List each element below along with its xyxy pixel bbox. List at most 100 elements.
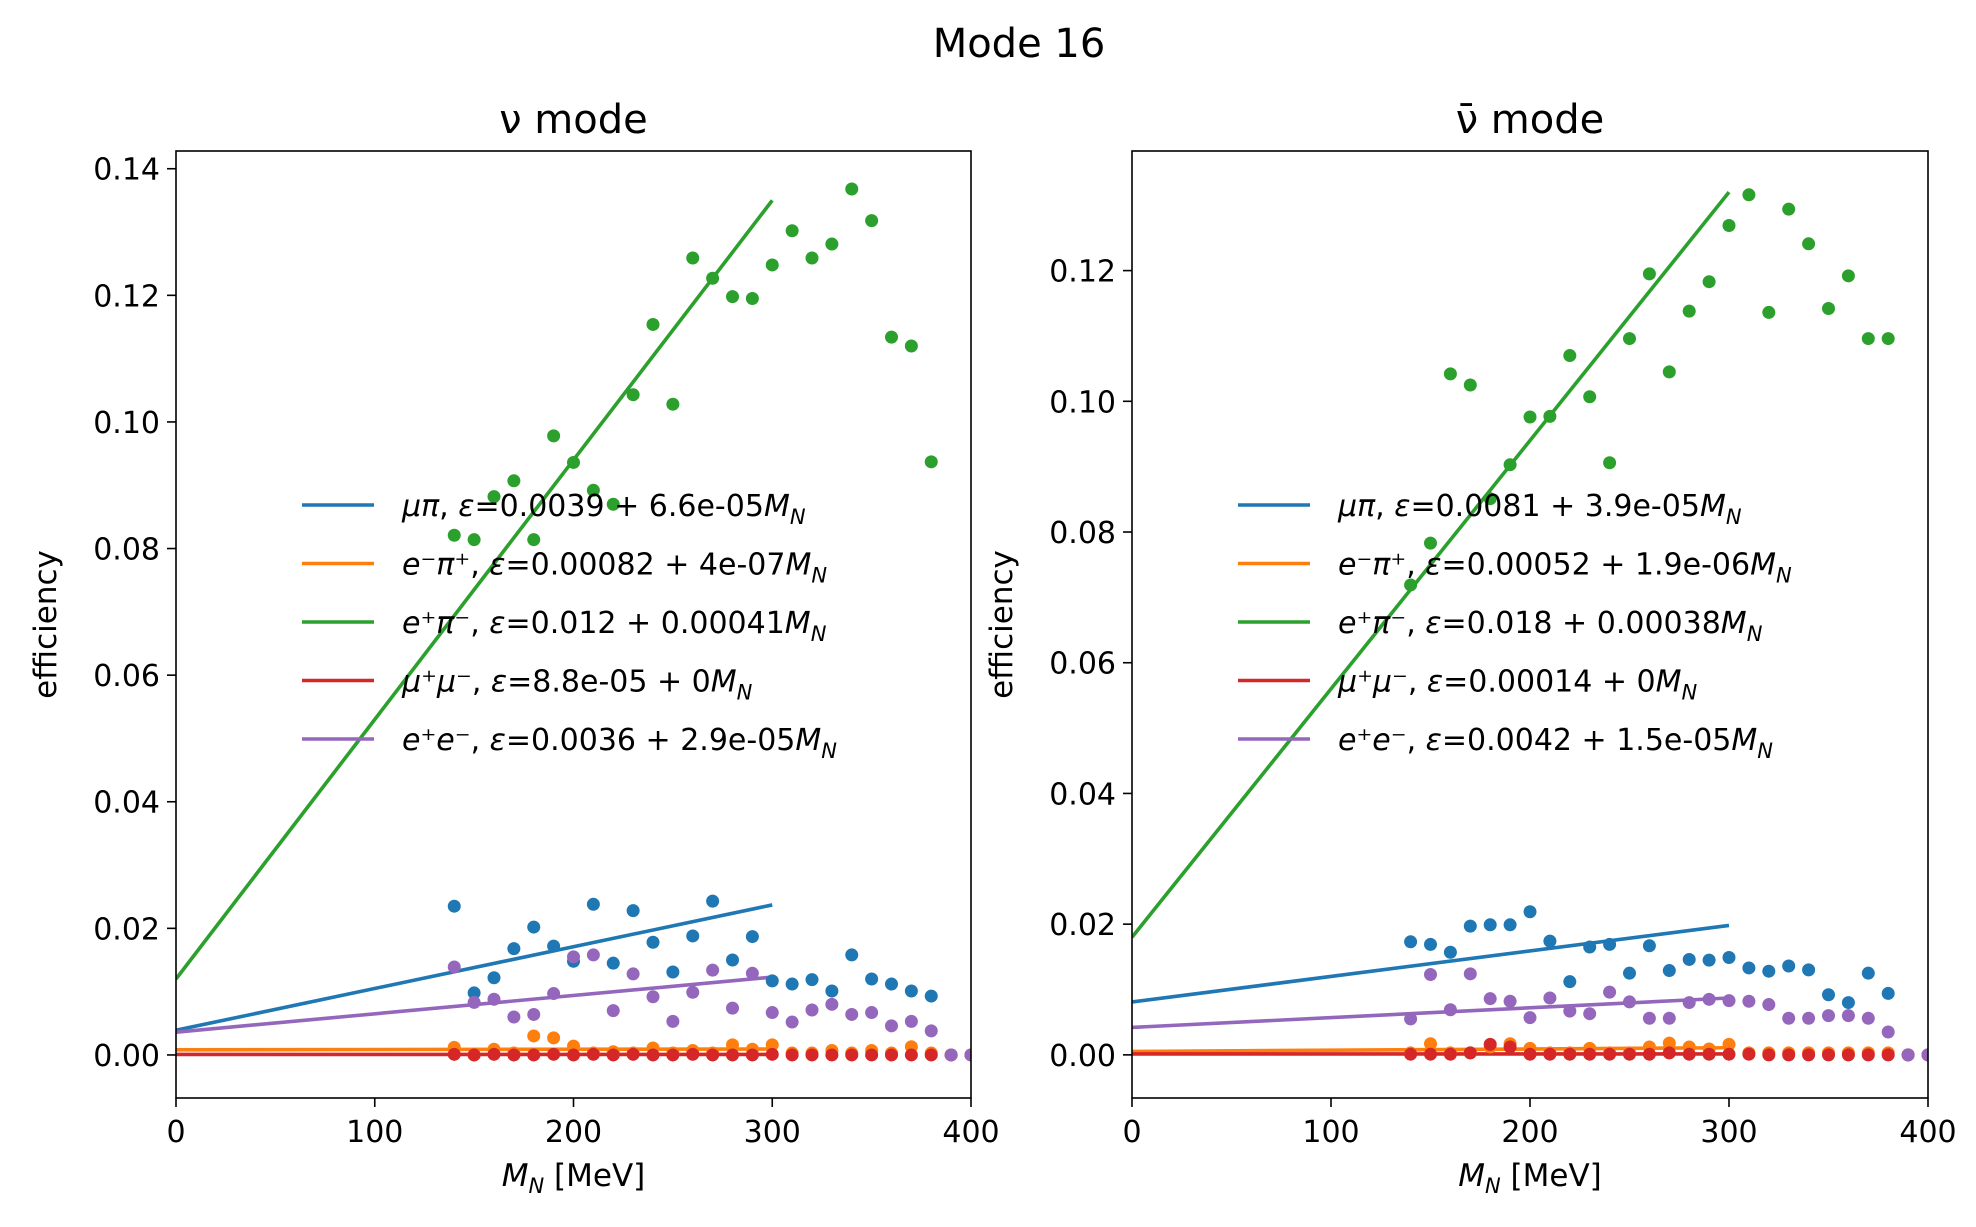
- axes-title: ν mode: [499, 97, 648, 143]
- data-point-eplus_piminus: [567, 455, 580, 469]
- data-point-eplus_piminus: [1463, 378, 1477, 392]
- y-tick-label: 0.14: [93, 153, 160, 188]
- data-point-eplus_piminus: [1543, 409, 1557, 423]
- data-point-mumu: [1563, 1047, 1577, 1061]
- data-point-ee: [904, 1014, 918, 1028]
- y-tick-label: 0.02: [93, 912, 160, 947]
- data-point-mupi: [1802, 963, 1816, 977]
- data-point-ee: [1722, 994, 1736, 1008]
- data-point-eplus_piminus: [646, 317, 660, 331]
- data-point-mupi: [1841, 996, 1855, 1010]
- data-point-eminus_piplus: [527, 1029, 541, 1043]
- data-point-mupi: [606, 956, 620, 970]
- data-point-eplus_piminus: [1563, 349, 1577, 363]
- data-point-eplus_piminus: [1662, 365, 1676, 379]
- data-point-mupi: [706, 894, 720, 908]
- data-point-mupi: [1782, 959, 1796, 973]
- data-point-mupi: [1642, 939, 1656, 953]
- data-point-eplus_piminus: [1762, 305, 1776, 319]
- data-point-eplus_piminus: [487, 490, 501, 504]
- y-axis-label: efficiency: [984, 550, 1020, 699]
- data-point-ee: [507, 1010, 521, 1024]
- legend-label-ee: e⁺e⁻, ε=0.0042 + 1.5e-05MN: [1338, 723, 1773, 763]
- data-point-eplus_piminus: [666, 397, 680, 411]
- data-point-mupi: [1483, 918, 1497, 932]
- data-point-ee: [1742, 994, 1756, 1008]
- data-point-eplus_piminus: [1523, 410, 1537, 424]
- data-point-ee: [1543, 991, 1557, 1005]
- data-point-mumu: [1881, 1048, 1895, 1062]
- y-tick-label: 0.08: [1049, 516, 1116, 551]
- data-point-ee: [606, 1004, 620, 1018]
- data-point-ee: [1463, 967, 1477, 981]
- data-point-mupi: [1443, 945, 1457, 959]
- data-point-mupi: [726, 953, 739, 967]
- data-point-ee: [626, 967, 640, 981]
- data-point-mumu: [1603, 1047, 1617, 1061]
- data-point-eplus_piminus: [924, 455, 938, 469]
- data-point-mumu: [686, 1047, 700, 1061]
- plot-area: [176, 182, 971, 1062]
- data-point-ee: [885, 1019, 898, 1033]
- data-point-mupi: [1523, 905, 1537, 919]
- data-point-eminus_piplus: [1424, 1037, 1437, 1051]
- data-point-eplus_piminus: [447, 528, 461, 542]
- data-point-mupi: [845, 948, 859, 962]
- data-point-ee: [1841, 1009, 1855, 1023]
- data-point-ee: [1503, 994, 1517, 1008]
- x-axis-label: MN [MeV]: [1458, 1158, 1602, 1198]
- plot-area: [1132, 188, 1928, 1062]
- fit-line-mupi: [176, 903, 773, 1033]
- data-point-mupi: [1463, 919, 1477, 933]
- data-point-ee: [706, 963, 720, 977]
- data-point-mupi: [885, 977, 898, 991]
- data-point-ee: [825, 997, 839, 1011]
- data-point-ee: [745, 966, 759, 980]
- data-point-ee: [1802, 1011, 1816, 1025]
- data-point-mupi: [447, 899, 461, 913]
- data-point-mumu: [1782, 1048, 1796, 1062]
- data-point-mumu: [1722, 1047, 1736, 1061]
- data-point-ee: [1901, 1048, 1915, 1062]
- data-point-mumu: [567, 1048, 580, 1062]
- data-point-mupi: [765, 974, 779, 988]
- x-tick-label: 300: [744, 1115, 801, 1150]
- data-point-ee: [1662, 1011, 1676, 1025]
- data-point-eplus_piminus: [1841, 269, 1855, 283]
- data-point-mumu: [825, 1048, 839, 1062]
- data-point-mupi: [1682, 952, 1696, 966]
- data-point-mupi: [487, 971, 501, 985]
- data-point-ee: [1424, 967, 1437, 981]
- data-point-eplus_piminus: [527, 533, 541, 547]
- data-point-eplus_piminus: [1802, 237, 1816, 251]
- data-point-ee: [785, 1015, 799, 1029]
- data-point-mupi: [646, 935, 660, 949]
- data-point-mumu: [1583, 1047, 1597, 1061]
- data-point-ee: [487, 992, 501, 1006]
- data-point-mumu: [606, 1048, 620, 1062]
- data-point-eplus_piminus: [1702, 275, 1716, 289]
- data-point-ee: [865, 1006, 879, 1020]
- data-point-mupi: [626, 904, 640, 918]
- data-point-mumu: [1483, 1037, 1497, 1051]
- data-point-ee: [646, 990, 660, 1004]
- legend-label-mumu: μ⁺μ⁻, ε=8.8e-05 + 0MN: [401, 665, 753, 705]
- data-point-ee: [1523, 1011, 1537, 1025]
- data-point-eplus_piminus: [1642, 267, 1656, 281]
- legend: μπ, ε=0.0039 + 6.6e-05MN e⁻π⁺, ε=0.00082 …: [302, 489, 837, 763]
- data-point-mumu: [745, 1048, 759, 1062]
- data-point-mumu: [1543, 1047, 1557, 1061]
- data-point-mumu: [586, 1047, 600, 1061]
- data-point-mupi: [1762, 964, 1776, 978]
- data-point-ee: [1702, 992, 1716, 1006]
- legend: μπ, ε=0.0081 + 3.9e-05MN e⁻π⁺, ε=0.00052 …: [1238, 489, 1792, 763]
- data-point-ee: [1623, 995, 1636, 1009]
- data-point-ee: [447, 960, 461, 974]
- x-axis-label: MN [MeV]: [502, 1158, 646, 1198]
- data-point-mumu: [706, 1048, 720, 1062]
- data-point-mumu: [467, 1048, 481, 1062]
- data-point-ee: [805, 1003, 819, 1017]
- data-point-ee: [964, 1048, 971, 1062]
- data-point-ee: [1563, 1004, 1577, 1018]
- legend-label-ee: e⁺e⁻, ε=0.0036 + 2.9e-05MN: [402, 723, 837, 763]
